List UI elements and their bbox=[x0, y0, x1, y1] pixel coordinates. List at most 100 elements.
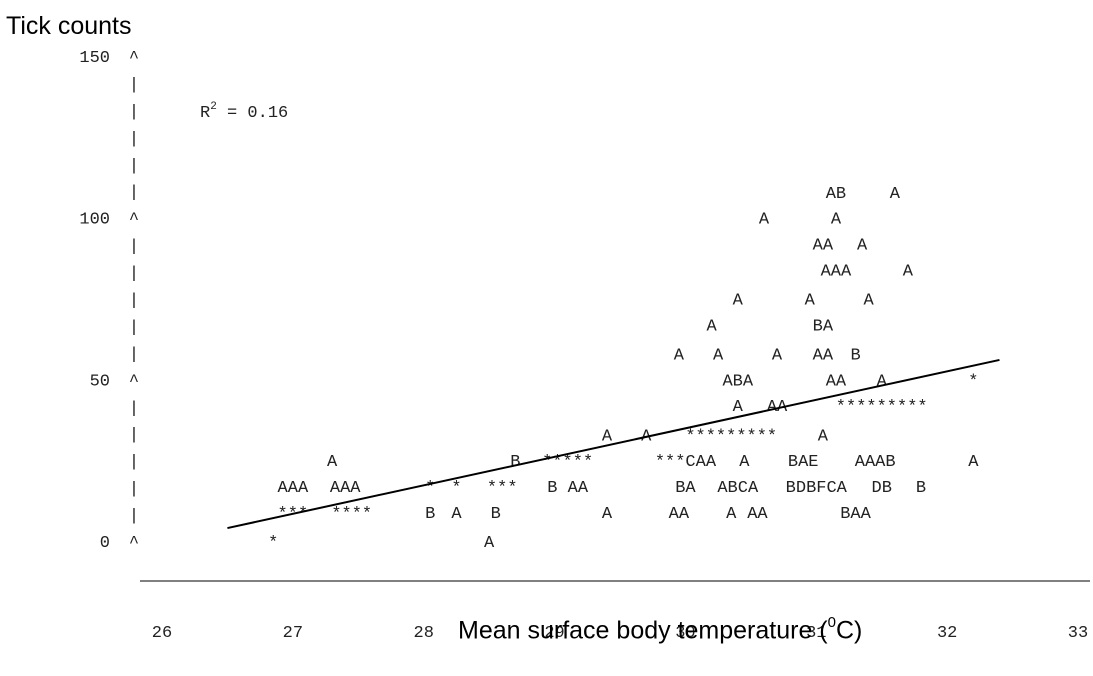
data-point: A bbox=[818, 427, 829, 446]
data-point: * bbox=[451, 479, 461, 498]
y-axis-segment: | bbox=[129, 399, 139, 418]
r2-value: = 0.16 bbox=[217, 104, 288, 123]
data-point: A bbox=[733, 398, 744, 417]
y-tick-label: 50 bbox=[90, 372, 110, 391]
x-axis-label-sup: 0 bbox=[827, 614, 836, 631]
data-point: B bbox=[850, 346, 860, 365]
y-tick-label: 100 bbox=[79, 211, 110, 230]
data-point: A bbox=[706, 317, 717, 336]
x-tick-label: 26 bbox=[152, 624, 172, 643]
data-point: A bbox=[772, 346, 783, 365]
x-tick-label: 28 bbox=[414, 624, 434, 643]
data-point: A bbox=[713, 346, 724, 365]
y-axis-tick-mark: ^ bbox=[129, 49, 139, 68]
data-point: B bbox=[510, 453, 520, 472]
data-point: A bbox=[877, 372, 888, 391]
data-point: AAA bbox=[330, 479, 361, 498]
y-axis-segment: | bbox=[129, 130, 139, 149]
data-point: A bbox=[864, 292, 875, 311]
data-point: A bbox=[890, 185, 901, 204]
y-tick-label: 150 bbox=[79, 49, 110, 68]
x-axis-label: Mean surface body temperature (0C) bbox=[458, 614, 863, 645]
chart-title: Tick counts bbox=[6, 12, 132, 40]
r2-sup: 2 bbox=[210, 101, 217, 113]
y-axis-segment: | bbox=[129, 76, 139, 95]
data-point: AA bbox=[826, 372, 847, 391]
y-axis-segment: | bbox=[129, 265, 139, 284]
x-axis-label-suffix: C) bbox=[835, 616, 863, 645]
x-tick-label: 32 bbox=[937, 624, 957, 643]
y-axis-tick-mark: ^ bbox=[129, 372, 139, 391]
x-tick-label: 31 bbox=[806, 624, 826, 643]
x-axis-ticks: 26 27 28 29 30 31 32 33 bbox=[152, 624, 1088, 643]
data-point: AA bbox=[813, 346, 834, 365]
r-squared-annotation: R2 = 0.16 bbox=[200, 101, 288, 123]
data-point: **** bbox=[331, 505, 372, 524]
data-point: AA bbox=[813, 237, 834, 256]
y-axis-segment: | bbox=[129, 507, 139, 526]
y-axis-segment: | bbox=[129, 318, 139, 337]
data-point: AAA bbox=[278, 479, 309, 498]
data-point: BAE bbox=[788, 453, 819, 472]
data-point: ABCA bbox=[717, 479, 759, 498]
y-axis-segment: | bbox=[129, 157, 139, 176]
data-point: A bbox=[602, 505, 613, 524]
data-point: BAA bbox=[840, 505, 871, 524]
data-point: A bbox=[674, 346, 685, 365]
data-point: B bbox=[425, 505, 435, 524]
x-tick-label: 33 bbox=[1068, 624, 1088, 643]
data-point: B bbox=[916, 479, 926, 498]
data-point: A bbox=[857, 237, 868, 256]
y-axis-segment: | bbox=[129, 292, 139, 311]
data-point: BA bbox=[675, 479, 696, 498]
data-point: * bbox=[268, 534, 278, 553]
data-point: B AA bbox=[547, 479, 589, 498]
data-point: ***** bbox=[542, 453, 593, 472]
y-axis-segment: | bbox=[129, 480, 139, 499]
data-point: AAA bbox=[821, 262, 852, 281]
data-point: A bbox=[903, 262, 914, 281]
data-point: BA bbox=[813, 317, 834, 336]
y-axis-segment: | bbox=[129, 238, 139, 257]
y-axis: ^ | | | | | ^ | | | | | ^ | | | | | ^ 0 50 100 150 bbox=[79, 49, 139, 553]
data-point: A bbox=[739, 453, 750, 472]
y-axis-segment: | bbox=[129, 453, 139, 472]
data-point: ********* bbox=[836, 398, 928, 417]
x-axis-label-prefix: Mean surface body temperature ( bbox=[458, 616, 828, 645]
data-point: A bbox=[602, 427, 613, 446]
data-point: AB bbox=[826, 185, 846, 204]
data-point: DB bbox=[872, 479, 892, 498]
y-axis-tick-mark: ^ bbox=[129, 211, 139, 230]
y-tick-label: 0 bbox=[100, 534, 110, 553]
data-point: B bbox=[491, 505, 501, 524]
data-point: AAAB bbox=[855, 453, 896, 472]
data-point: A bbox=[733, 292, 744, 311]
data-point: BDBFCA bbox=[786, 479, 848, 498]
data-point: A bbox=[327, 453, 338, 472]
data-point: A bbox=[759, 211, 770, 230]
data-point: * bbox=[968, 372, 978, 391]
data-point: A bbox=[484, 534, 495, 553]
y-axis-segment: | bbox=[129, 103, 139, 122]
regression-line bbox=[227, 358, 1000, 530]
data-point: ABA bbox=[722, 372, 753, 391]
data-point: *** bbox=[487, 479, 518, 498]
data-point: * bbox=[425, 479, 435, 498]
data-point: A bbox=[968, 453, 979, 472]
data-point: AA bbox=[669, 505, 690, 524]
data-point: A bbox=[805, 292, 816, 311]
data-point: A bbox=[831, 211, 842, 230]
y-axis-segment: | bbox=[129, 184, 139, 203]
data-point: A bbox=[451, 505, 462, 524]
data-point: ***CAA bbox=[655, 453, 717, 472]
data-point: ********* bbox=[685, 427, 777, 446]
y-axis-segment: | bbox=[129, 345, 139, 364]
x-tick-label: 29 bbox=[544, 624, 564, 643]
x-tick-label: 30 bbox=[675, 624, 695, 643]
x-tick-label: 27 bbox=[283, 624, 303, 643]
data-point: AA bbox=[747, 505, 768, 524]
y-axis-segment: | bbox=[129, 426, 139, 445]
y-axis-tick-mark: ^ bbox=[129, 534, 139, 553]
data-points: ABAAAAAAAAAAAAAABAAAAAABABAAAA*AAA******… bbox=[268, 185, 979, 553]
